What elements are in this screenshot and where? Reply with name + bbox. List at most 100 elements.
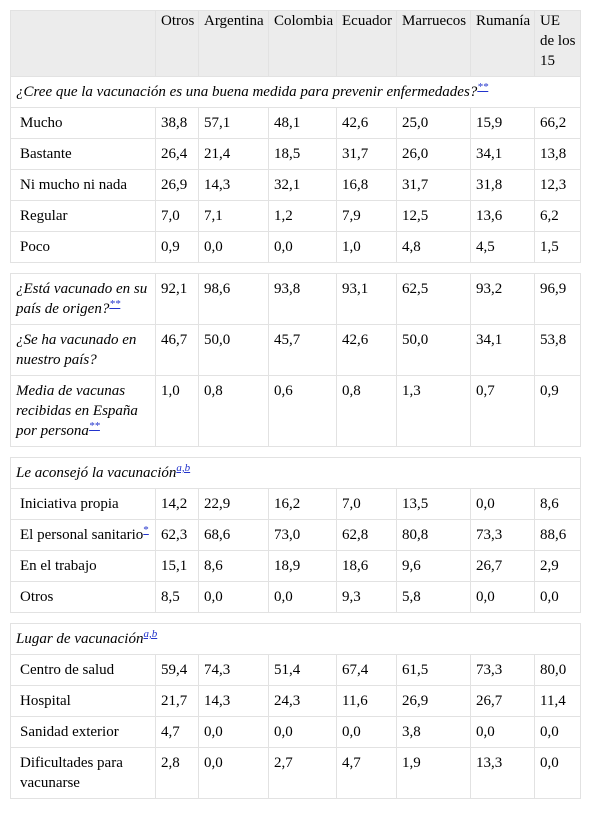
row-label-text: Mucho: [20, 115, 63, 131]
data-row: El personal sanitario* 62,3 68,6 73,0 62,8 80…: [10, 519, 581, 551]
data-cell: 73,3: [470, 519, 535, 551]
data-row: ¿Se ha vacunado en nuestro país? 46,7 50,0…: [10, 324, 581, 376]
data-cell: 26,7: [470, 550, 535, 582]
row-label-text: Hospital: [20, 693, 71, 709]
data-cell: 62,5: [396, 273, 471, 325]
row-label-text: Bastante: [20, 146, 72, 162]
header-cell: [10, 10, 156, 77]
data-cell: 0,9: [534, 375, 581, 447]
data-cell: 12,5: [396, 200, 471, 232]
row-label: Regular: [10, 200, 156, 232]
row-label-text: En el trabajo: [20, 558, 97, 574]
data-cell: 34,1: [470, 324, 535, 376]
data-cell: 1,5: [534, 231, 581, 263]
row-label-text: ¿Se ha vacunado en nuestro país?: [16, 332, 137, 368]
data-cell: 80,8: [396, 519, 471, 551]
data-cell: 0,0: [198, 716, 269, 748]
footnote-link[interactable]: a,b: [176, 462, 191, 474]
data-row: En el trabajo 15,1 8,6 18,9 18,6 9,6 26,7 2,9: [10, 550, 581, 582]
data-cell: 1,0: [336, 231, 397, 263]
footnote-link[interactable]: **: [477, 81, 489, 93]
data-row: Centro de salud 59,4 74,3 51,4 67,4 61,5 73,3 8…: [10, 654, 581, 686]
data-cell: 26,7: [470, 685, 535, 717]
data-cell: 42,6: [336, 324, 397, 376]
section-row: ¿Cree que la vacunación es una buena med…: [10, 76, 581, 108]
spacer-cell: [10, 612, 581, 624]
row-label: ¿Se ha vacunado en nuestro país?: [10, 324, 156, 376]
data-cell: 74,3: [198, 654, 269, 686]
data-cell: 31,8: [470, 169, 535, 201]
footnote-link[interactable]: **: [109, 298, 121, 310]
column-header: Rumanía: [470, 10, 535, 77]
row-label: En el trabajo: [10, 550, 156, 582]
row-label-text: ¿Está vacunado en su país de origen?: [16, 281, 148, 317]
data-cell: 0,8: [336, 375, 397, 447]
data-cell: 26,0: [396, 138, 471, 170]
footnote-link[interactable]: *: [143, 524, 149, 536]
data-cell: 1,2: [268, 200, 337, 232]
data-cell: 0,0: [268, 231, 337, 263]
row-label-text: Regular: [20, 208, 68, 224]
data-cell: 67,4: [336, 654, 397, 686]
data-cell: 73,3: [470, 654, 535, 686]
row-label: Sanidad exterior: [10, 716, 156, 748]
data-row: Media de vacunas recibidas en España por…: [10, 375, 581, 447]
data-cell: 26,9: [155, 169, 199, 201]
data-cell: 0,0: [198, 581, 269, 613]
data-cell: 66,2: [534, 107, 581, 139]
row-label-text: Dificultades para vacunarse: [20, 755, 123, 791]
data-cell: 46,7: [155, 324, 199, 376]
data-cell: 0,0: [198, 231, 269, 263]
data-row: Poco 0,9 0,0 0,0 1,0 4,8 4,5 1,5: [10, 231, 581, 263]
data-cell: 0,8: [198, 375, 269, 447]
data-cell: 0,0: [268, 581, 337, 613]
data-cell: 34,1: [470, 138, 535, 170]
section-title: Le aconsejó la vacunación: [16, 465, 177, 481]
data-cell: 11,4: [534, 685, 581, 717]
data-cell: 88,6: [534, 519, 581, 551]
data-cell: 0,0: [336, 716, 397, 748]
data-cell: 31,7: [336, 138, 397, 170]
data-cell: 0,7: [470, 375, 535, 447]
row-label-text: Ni mucho ni nada: [20, 177, 128, 193]
data-cell: 0,0: [470, 581, 535, 613]
footnote-link[interactable]: **: [88, 420, 100, 432]
data-cell: 0,0: [470, 716, 535, 748]
row-label: El personal sanitario*: [10, 519, 156, 551]
data-cell: 8,5: [155, 581, 199, 613]
data-cell: 32,1: [268, 169, 337, 201]
data-cell: 13,6: [470, 200, 535, 232]
data-cell: 53,8: [534, 324, 581, 376]
row-label-text: El personal sanitario: [20, 527, 144, 543]
data-cell: 0,0: [198, 747, 269, 799]
data-row: Sanidad exterior 4,7 0,0 0,0 0,0 3,8 0,0 0,0: [10, 716, 581, 748]
data-cell: 62,8: [336, 519, 397, 551]
data-cell: 9,3: [336, 581, 397, 613]
data-cell: 57,1: [198, 107, 269, 139]
data-cell: 15,9: [470, 107, 535, 139]
data-cell: 0,0: [534, 716, 581, 748]
section-heading: ¿Cree que la vacunación es una buena med…: [10, 76, 581, 108]
data-cell: 6,2: [534, 200, 581, 232]
data-cell: 15,1: [155, 550, 199, 582]
data-cell: 4,7: [336, 747, 397, 799]
data-cell: 7,9: [336, 200, 397, 232]
spacer-cell: [10, 446, 581, 458]
data-cell: 7,1: [198, 200, 269, 232]
header-row: Otros Argentina Colombia Ecuador Marruecos Ru…: [10, 10, 581, 77]
column-header: Marruecos: [396, 10, 471, 77]
data-cell: 45,7: [268, 324, 337, 376]
spacer-row: [10, 612, 581, 624]
data-cell: 7,0: [155, 200, 199, 232]
data-cell: 13,8: [534, 138, 581, 170]
data-cell: 21,7: [155, 685, 199, 717]
footnote-link[interactable]: a,b: [143, 628, 158, 640]
row-label: ¿Está vacunado en su país de origen?**: [10, 273, 156, 325]
data-cell: 8,6: [198, 550, 269, 582]
section-title: Lugar de vacunación: [16, 631, 144, 647]
column-header: Colombia: [268, 10, 337, 77]
data-cell: 16,2: [268, 488, 337, 520]
data-row: Bastante 26,4 21,4 18,5 31,7 26,0 34,1 13,8: [10, 138, 581, 170]
table-body: ¿Cree que la vacunación es una buena med…: [10, 76, 581, 799]
